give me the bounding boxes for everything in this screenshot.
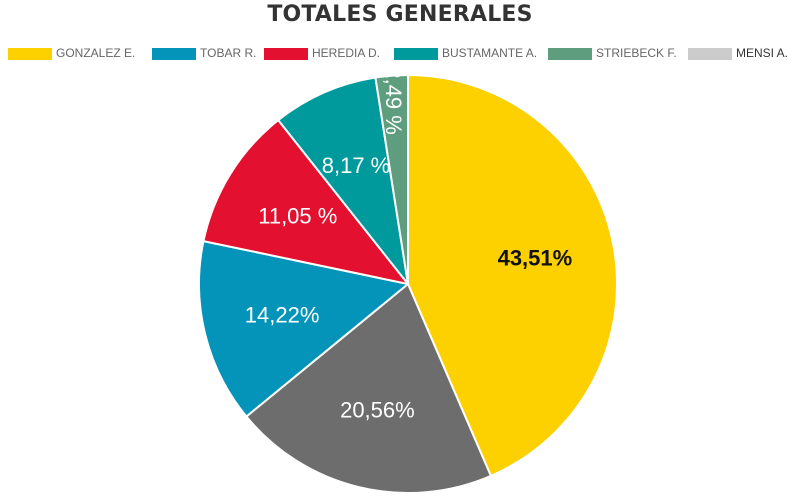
pie-label-striebeck-f: 2,49 %: [381, 66, 406, 135]
pie-label-gonzalez-e: 43,51%: [498, 245, 573, 270]
pie-label-tobar-r: 14,22%: [245, 302, 320, 327]
pie-slice-gonzalez-e: [407, 74, 618, 477]
legend-label-heredia: HEREDIA D.: [312, 46, 381, 60]
legend-swatch-tobar: [152, 48, 196, 60]
legend-swatch-bustamante: [394, 48, 438, 60]
pie-label-bustamante-a: 8,17 %: [322, 153, 391, 178]
pie-slice-mensi-a: [245, 283, 492, 494]
pie-slices: [198, 73, 618, 494]
legend-label-striebeck: STRIEBECK F.: [596, 46, 677, 60]
legend-label-tobar: TOBAR R.: [200, 46, 257, 60]
pie-labels: 43,51% 20,56% 14,22% 11,05 % 8,17 % 2,49 %: [245, 66, 572, 422]
legend-swatch-striebeck: [548, 48, 592, 60]
legend-label-mensi: MENSI A.: [736, 46, 789, 60]
pie-label-mensi-a: 20,56%: [340, 397, 415, 422]
pie-label-heredia-d: 11,05 %: [258, 203, 337, 228]
legend-swatch-mensi: [688, 48, 732, 60]
legend-label-bustamante: BUSTAMANTE A.: [442, 46, 538, 60]
pie-slice-striebeck-f: [374, 73, 409, 285]
pie-slice-bustamante-a: [277, 76, 409, 285]
pie-slice-heredia-d: [202, 119, 409, 285]
legend-swatch-gonzalez: [8, 48, 52, 60]
legend-swatch-heredia: [264, 48, 308, 60]
pie-slice-tobar-r: [198, 240, 409, 418]
chart-title: TOTALES GENERALES: [267, 2, 533, 27]
legend-label-gonzalez: GONZALEZ E.: [56, 46, 136, 60]
